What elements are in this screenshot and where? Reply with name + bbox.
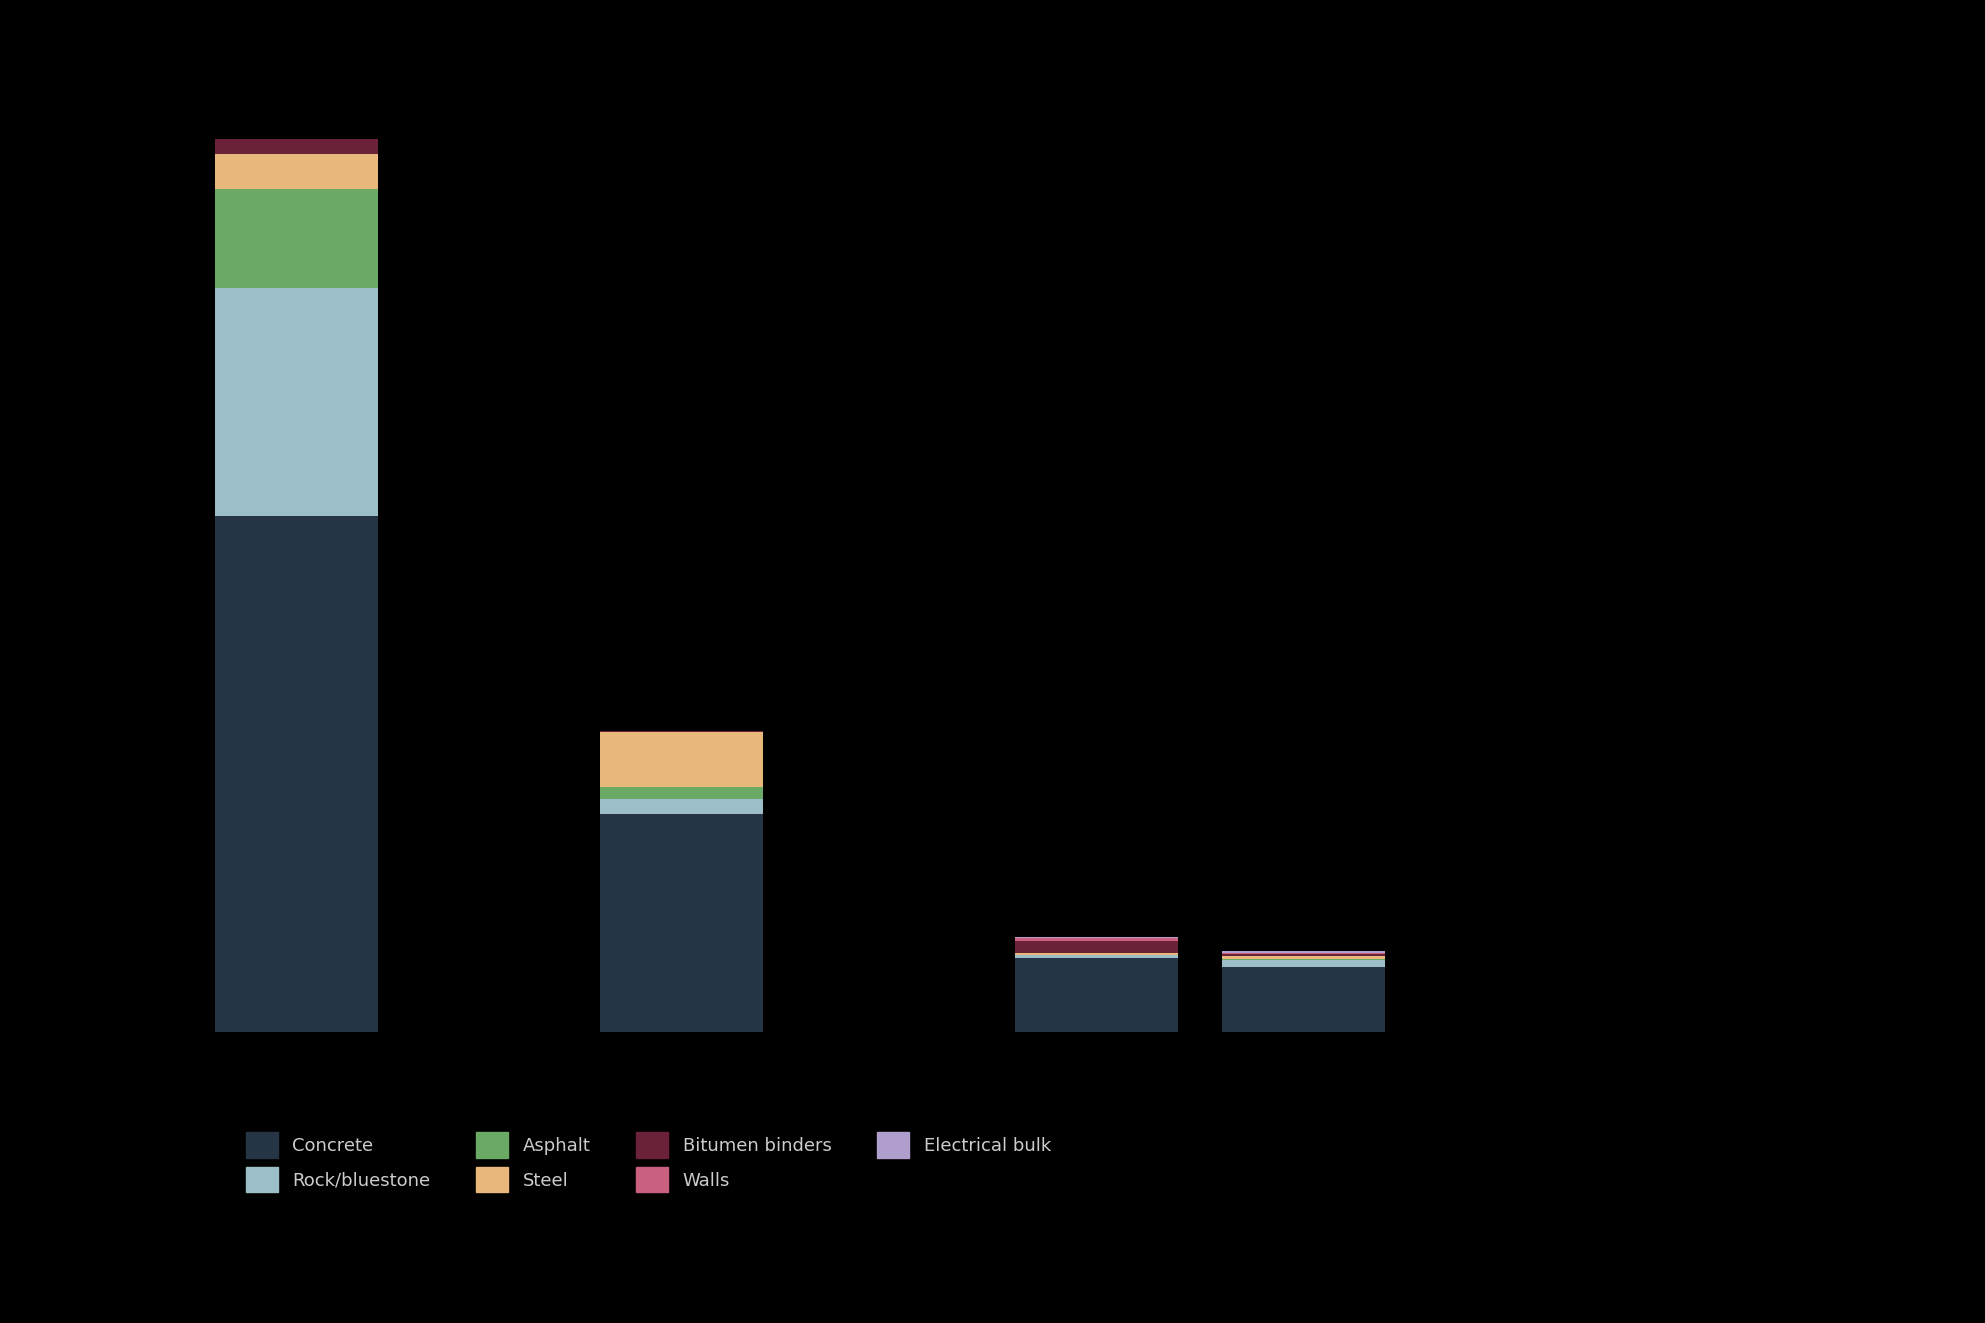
Bar xyxy=(599,799,762,814)
Bar xyxy=(1223,955,1386,958)
Bar xyxy=(214,139,379,153)
Bar xyxy=(214,189,379,288)
Bar xyxy=(599,814,762,1032)
Legend: Concrete, Rock/bluestone, Asphalt, Steel, Bitumen binders, Walls, Electrical bul: Concrete, Rock/bluestone, Asphalt, Steel… xyxy=(236,1123,1060,1201)
Bar xyxy=(1223,958,1386,960)
Bar xyxy=(214,288,379,516)
Bar xyxy=(1014,941,1177,953)
Bar xyxy=(1223,960,1386,967)
Bar xyxy=(1223,967,1386,1032)
Bar xyxy=(1014,953,1177,955)
Bar xyxy=(214,153,379,189)
Bar xyxy=(599,730,762,733)
Bar xyxy=(1014,938,1177,941)
Bar xyxy=(599,733,762,787)
Bar xyxy=(214,516,379,1032)
Bar xyxy=(1223,954,1386,955)
Bar xyxy=(1014,955,1177,958)
Bar xyxy=(599,787,762,799)
Bar xyxy=(1014,958,1177,1032)
Bar xyxy=(1223,951,1386,954)
